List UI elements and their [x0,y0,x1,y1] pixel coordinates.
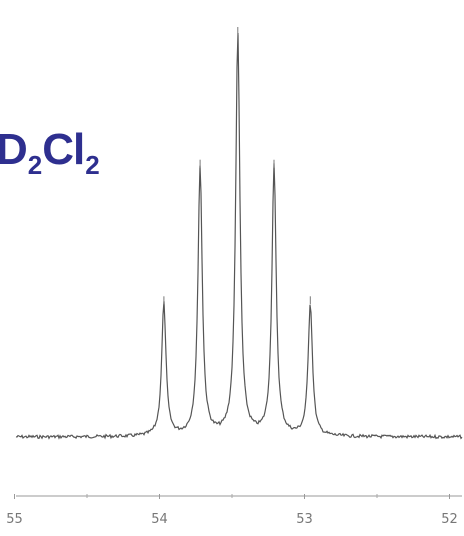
x-axis-ticks: 55 54 53 52 [6,494,458,527]
formula-subscript-2: 2 [85,150,100,180]
compound-formula: D2Cl2 [0,125,100,179]
peak-layer [163,27,311,305]
x-tick-label-53: 53 [296,512,313,527]
x-tick-label-55: 55 [6,512,23,527]
formula-subscript-1: 2 [27,150,43,180]
x-tick-label-54: 54 [151,512,168,527]
formula-part-cl: Cl [42,125,85,174]
formula-part-d: D [0,125,28,174]
spectrum-trace [15,32,463,440]
x-tick-label-52: 52 [441,512,458,527]
